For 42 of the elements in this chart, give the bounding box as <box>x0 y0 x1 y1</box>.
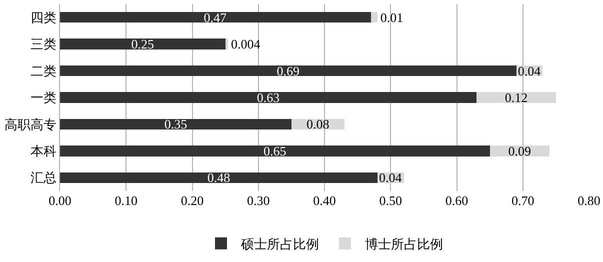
data-label: 0.04 <box>379 170 402 186</box>
bar <box>60 38 226 50</box>
legend-label: 硕士所占比例 <box>240 236 319 252</box>
x-tick-label: 0.80 <box>578 193 600 208</box>
x-tick-label: 0.60 <box>445 193 468 208</box>
y-tick-label: 高职高专 <box>4 116 56 132</box>
bar <box>60 65 516 76</box>
x-tick-label: 0.00 <box>48 193 72 208</box>
data-label: 0.08 <box>306 116 330 132</box>
y-tick-label: 二类 <box>30 63 56 78</box>
bar <box>370 12 378 23</box>
bar <box>60 146 490 156</box>
x-tick-label: 0.50 <box>379 193 402 208</box>
data-label: 0.47 <box>204 10 228 25</box>
data-label: 0.09 <box>508 143 531 158</box>
bar <box>60 118 292 130</box>
x-tick-label: 0.70 <box>511 193 534 208</box>
data-label: 0.004 <box>230 36 261 52</box>
bar <box>225 38 228 50</box>
data-label: 0.48 <box>207 170 230 186</box>
x-tick-label: 0.20 <box>180 193 204 208</box>
bar <box>60 12 371 23</box>
data-label: 0.25 <box>131 36 154 52</box>
legend-label: 博士所占比例 <box>365 236 443 252</box>
x-tick-label: 0.10 <box>114 193 138 208</box>
data-label: 0.12 <box>504 90 528 105</box>
x-tick-label: 0.30 <box>247 193 270 208</box>
y-tick-label: 本科 <box>30 143 56 158</box>
data-label: 0.01 <box>380 10 404 25</box>
data-label: 0.65 <box>264 143 286 158</box>
x-tick-label: 0.40 <box>313 193 336 208</box>
data-label: 0.69 <box>276 63 300 78</box>
y-tick-label: 三类 <box>30 36 56 52</box>
data-label: 0.35 <box>164 116 188 132</box>
y-tick-label: 一类 <box>30 90 56 106</box>
bar <box>60 92 477 103</box>
bar <box>476 92 556 103</box>
data-label: 0.63 <box>256 90 280 105</box>
bar <box>60 172 378 183</box>
y-tick-label: 四类 <box>30 10 56 25</box>
data-label: 0.04 <box>518 63 542 78</box>
y-tick-label: 汇总 <box>30 170 56 186</box>
